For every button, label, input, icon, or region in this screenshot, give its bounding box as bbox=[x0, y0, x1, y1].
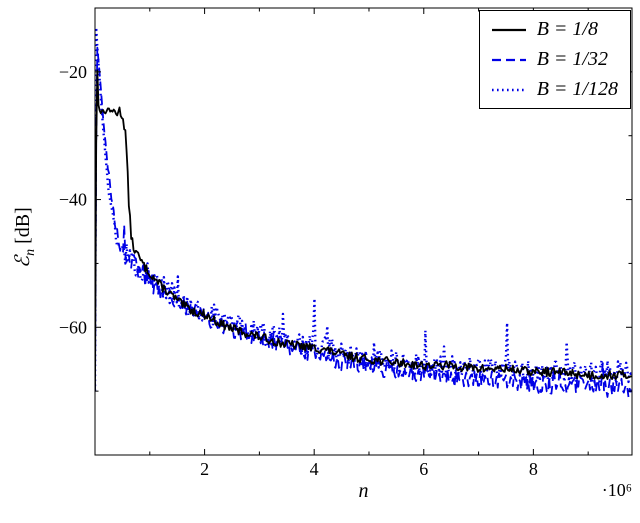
y-axis-label: ℰn [dB] bbox=[10, 207, 39, 268]
y-tick-label: −60 bbox=[59, 317, 87, 337]
legend-line-sample-dashed bbox=[491, 58, 526, 61]
legend-line-sample-dotted bbox=[491, 88, 526, 91]
x-axis-label: n bbox=[358, 480, 369, 502]
legend-item: B = 1/128 bbox=[490, 78, 618, 101]
curves-group bbox=[95, 26, 632, 398]
y-axis-subscript: n bbox=[23, 248, 38, 256]
x-tick-label: 2 bbox=[200, 459, 209, 479]
legend-item: B = 1/8 bbox=[490, 18, 618, 41]
y-tick-label: −20 bbox=[59, 62, 87, 82]
x-tick-label: 6 bbox=[419, 459, 428, 479]
tick-labels-group: 2 4 6 8 −20 −40 −60 bbox=[59, 62, 538, 479]
legend-label: B = 1/128 bbox=[536, 78, 618, 100]
x-tick-label: 8 bbox=[529, 459, 538, 479]
y-axis-unit: [dB] bbox=[12, 207, 34, 244]
x-axis-scale-label: ·10⁶ bbox=[601, 480, 632, 500]
legend-label: B = 1/8 bbox=[536, 18, 598, 40]
curve-b-1-8 bbox=[95, 69, 632, 392]
legend: B = 1/8 B = 1/32 B = 1/128 bbox=[478, 10, 631, 109]
y-tick-label: −40 bbox=[59, 190, 87, 210]
x-tick-label: 4 bbox=[310, 459, 319, 479]
legend-line-sample-solid bbox=[491, 28, 526, 31]
axes-frame bbox=[94, 7, 633, 456]
legend-item: B = 1/32 bbox=[490, 48, 618, 71]
script-e-symbol: ℰ bbox=[10, 255, 34, 268]
legend-label: B = 1/32 bbox=[536, 48, 608, 70]
